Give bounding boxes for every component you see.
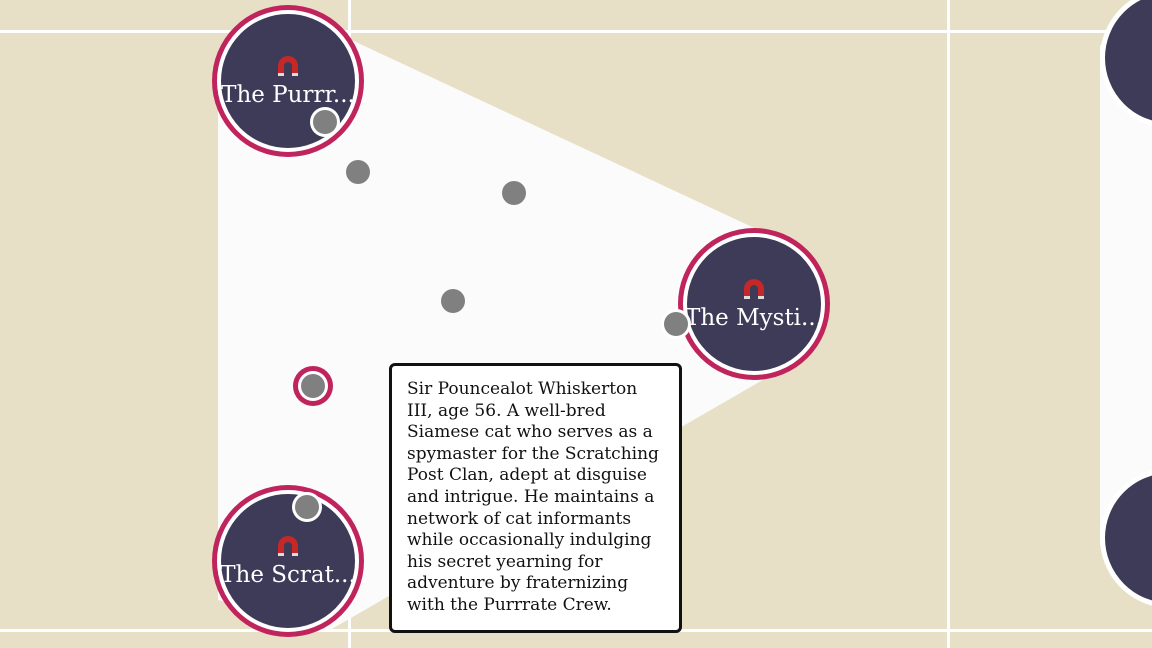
group-hub[interactable]: The Mysti... (683, 233, 825, 375)
magnet-icon (744, 279, 764, 299)
member-node[interactable] (441, 289, 465, 313)
grid-line-vertical (947, 0, 950, 648)
group-hull (1100, 45, 1152, 545)
member-node[interactable] (313, 110, 337, 134)
group-hub[interactable]: The Scrat... (217, 490, 359, 632)
member-node[interactable] (664, 312, 688, 336)
member-node[interactable] (295, 495, 319, 519)
magnet-icon (278, 536, 298, 556)
member-tooltip: Sir Pouncealot Whiskerton III, age 56. A… (389, 363, 682, 633)
group-hub[interactable]: The Purrr... (217, 10, 359, 152)
member-node-selected[interactable] (301, 374, 325, 398)
magnet-icon (278, 56, 298, 76)
grid-line-horizontal (0, 30, 1152, 33)
hub-label: The Scrat... (220, 562, 356, 588)
hub-label: The Purrr... (221, 82, 355, 108)
member-node[interactable] (502, 181, 526, 205)
member-node[interactable] (346, 160, 370, 184)
hub-label: The Mysti... (685, 305, 823, 331)
